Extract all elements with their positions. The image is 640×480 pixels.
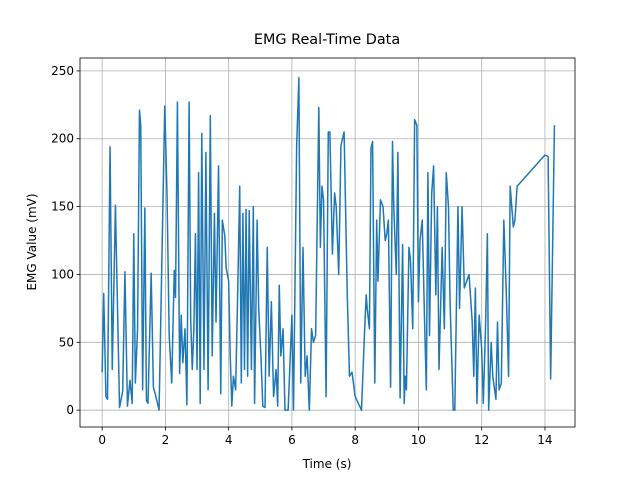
data-line (101, 76, 556, 411)
x-tick-label: 14 (537, 433, 552, 447)
y-axis-label: EMG Value (mV) (25, 193, 39, 290)
y-tick-label: 100 (51, 267, 74, 281)
x-tick-label: 8 (351, 433, 359, 447)
x-tick-label: 4 (225, 433, 233, 447)
y-tick-label: 50 (59, 335, 74, 349)
chart-title: EMG Real-Time Data (254, 32, 400, 48)
x-tick-label: 2 (162, 433, 170, 447)
y-tick-label: 200 (51, 132, 74, 146)
x-axis-label: Time (s) (302, 457, 352, 471)
y-tick-label: 150 (51, 200, 74, 214)
y-tick-label: 250 (51, 64, 74, 78)
x-tick-label: 10 (411, 433, 426, 447)
y-tick-label: 0 (66, 403, 74, 417)
x-tick-label: 0 (98, 433, 106, 447)
x-tick-label: 6 (288, 433, 296, 447)
plot-frame (79, 57, 576, 428)
x-tick-label: 12 (474, 433, 489, 447)
